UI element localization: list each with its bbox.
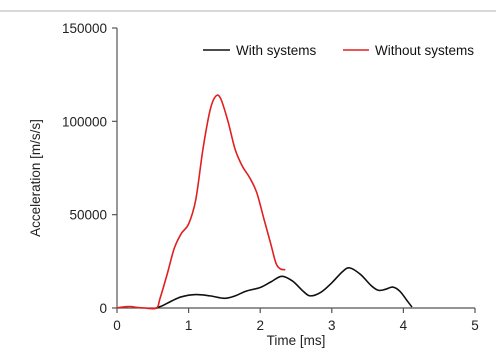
x-tick-label: 1 <box>185 318 193 333</box>
y-tick-label: 100000 <box>62 114 107 129</box>
legend-label-with-systems: With systems <box>236 43 317 58</box>
x-tick-label: 3 <box>328 318 336 333</box>
y-axis-title: Acceleration [m/s/s] <box>28 119 43 237</box>
x-tick-label: 0 <box>113 318 121 333</box>
y-tick-label: 0 <box>99 301 107 316</box>
x-axis-title: Time [ms] <box>267 333 326 348</box>
x-tick-label: 2 <box>256 318 264 333</box>
legend: With systems Without systems <box>203 43 474 58</box>
y-tick-label: 150000 <box>62 21 107 36</box>
x-tick-label: 5 <box>471 318 479 333</box>
plot-area: 0 50000 100000 150000 0 1 2 3 4 5 <box>62 21 479 333</box>
legend-label-without-systems: Without systems <box>375 43 474 58</box>
series-line-with-systems <box>156 266 413 309</box>
series-line-without-systems <box>116 94 286 310</box>
x-tick-label: 4 <box>400 318 408 333</box>
y-tick-label: 50000 <box>69 208 107 223</box>
